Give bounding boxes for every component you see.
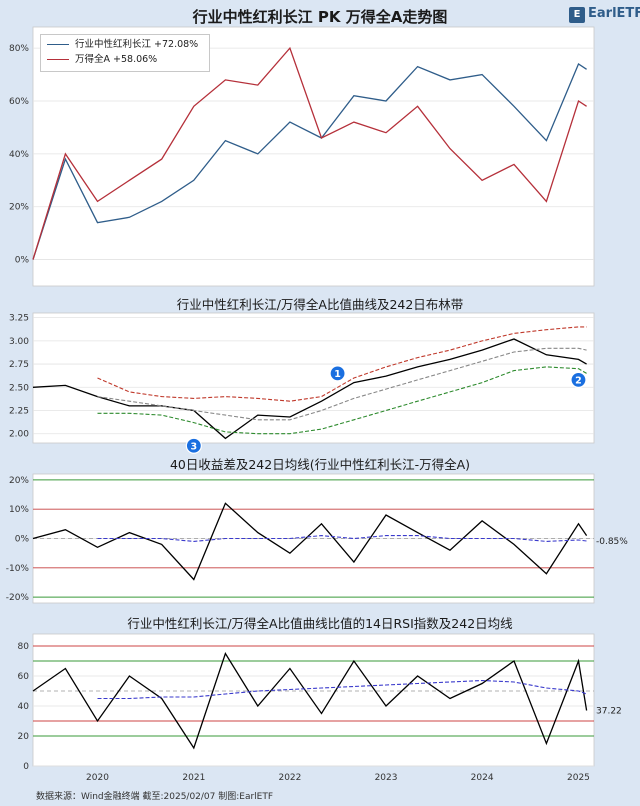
y-tick-label: 0 xyxy=(23,762,29,772)
earletf-logo: E EarlETF xyxy=(569,5,640,25)
series-line xyxy=(97,366,587,435)
y-tick-label: 2.25 xyxy=(9,407,29,417)
series-line xyxy=(97,535,587,542)
y-tick-label: 2.00 xyxy=(9,430,29,440)
y-tick-label: 2.50 xyxy=(9,383,29,393)
series-line xyxy=(97,347,587,421)
y-tick-label: 3.00 xyxy=(9,337,29,347)
logo-mark-icon: E xyxy=(569,7,585,23)
y-tick-label: 80% xyxy=(9,44,29,54)
x-tick-label: 2024 xyxy=(471,773,494,783)
legend-label: 行业中性红利长江 +72.08% xyxy=(75,39,199,50)
end-value-label: 37.22 xyxy=(596,707,622,717)
footer-source: 数据来源：Wind金融终端 截至:2025/02/07 制图:EarlETF xyxy=(36,792,274,802)
panel2-title: 行业中性红利长江/万得全A比值曲线及242日布林带 xyxy=(176,297,464,312)
legend-line-icon xyxy=(47,59,69,60)
y-tick-label: 60% xyxy=(9,97,29,107)
y-tick-label: 80 xyxy=(18,642,30,652)
y-tick-label: 2.75 xyxy=(9,360,29,370)
y-tick-label: 60 xyxy=(18,672,30,682)
end-value-label: -0.85% xyxy=(596,537,628,547)
y-tick-label: 40% xyxy=(9,150,29,160)
y-tick-label: 20% xyxy=(9,203,29,213)
annotation-marker xyxy=(185,437,202,454)
series-line xyxy=(32,46,587,260)
y-tick-label: 20% xyxy=(9,476,29,486)
annotation-label: 2 xyxy=(575,375,582,386)
x-tick-label: 2022 xyxy=(278,773,301,783)
annotation-label: 3 xyxy=(191,441,198,452)
series-line xyxy=(97,679,587,700)
series-line xyxy=(32,651,588,750)
series-line xyxy=(97,326,587,402)
y-tick-label: 3.25 xyxy=(9,314,29,324)
logo-text: EarlETF xyxy=(588,6,640,21)
y-tick-label: -10% xyxy=(6,564,30,574)
y-tick-label: 20 xyxy=(18,732,30,742)
x-tick-label: 2023 xyxy=(375,773,398,783)
annotation-marker xyxy=(570,371,587,388)
legend-label: 万得全A +58.06% xyxy=(75,54,158,65)
y-tick-label: 0% xyxy=(15,256,30,266)
annotation-label: 1 xyxy=(334,369,341,380)
plot-area xyxy=(32,312,595,444)
y-tick-label: 0% xyxy=(15,535,30,545)
x-tick-label: 2021 xyxy=(182,773,205,783)
panel3-title: 40日收益差及242日均线(行业中性红利长江-万得全A) xyxy=(169,457,471,472)
chart-title: 行业中性红利长江 PK 万得全A走势图 xyxy=(192,8,448,26)
panel4-title: 行业中性红利长江/万得全A比值曲线比值的14日RSI指数及242日均线 xyxy=(127,616,513,631)
legend: 行业中性红利长江 +72.08% 万得全A +58.06% xyxy=(40,34,210,72)
x-tick-label: 2020 xyxy=(86,773,109,783)
annotation-marker xyxy=(329,365,346,382)
y-tick-label: 10% xyxy=(9,505,29,515)
y-tick-label: -20% xyxy=(6,593,30,603)
series-line xyxy=(32,502,588,581)
plot-area xyxy=(32,633,595,767)
x-tick-label: 2025 xyxy=(567,773,590,783)
series-line xyxy=(32,338,587,440)
legend-item: 万得全A +58.06% xyxy=(47,53,157,67)
legend-line-icon xyxy=(47,44,69,45)
legend-item: 行业中性红利长江 +72.08% xyxy=(47,38,198,52)
y-tick-label: 40 xyxy=(18,702,30,712)
